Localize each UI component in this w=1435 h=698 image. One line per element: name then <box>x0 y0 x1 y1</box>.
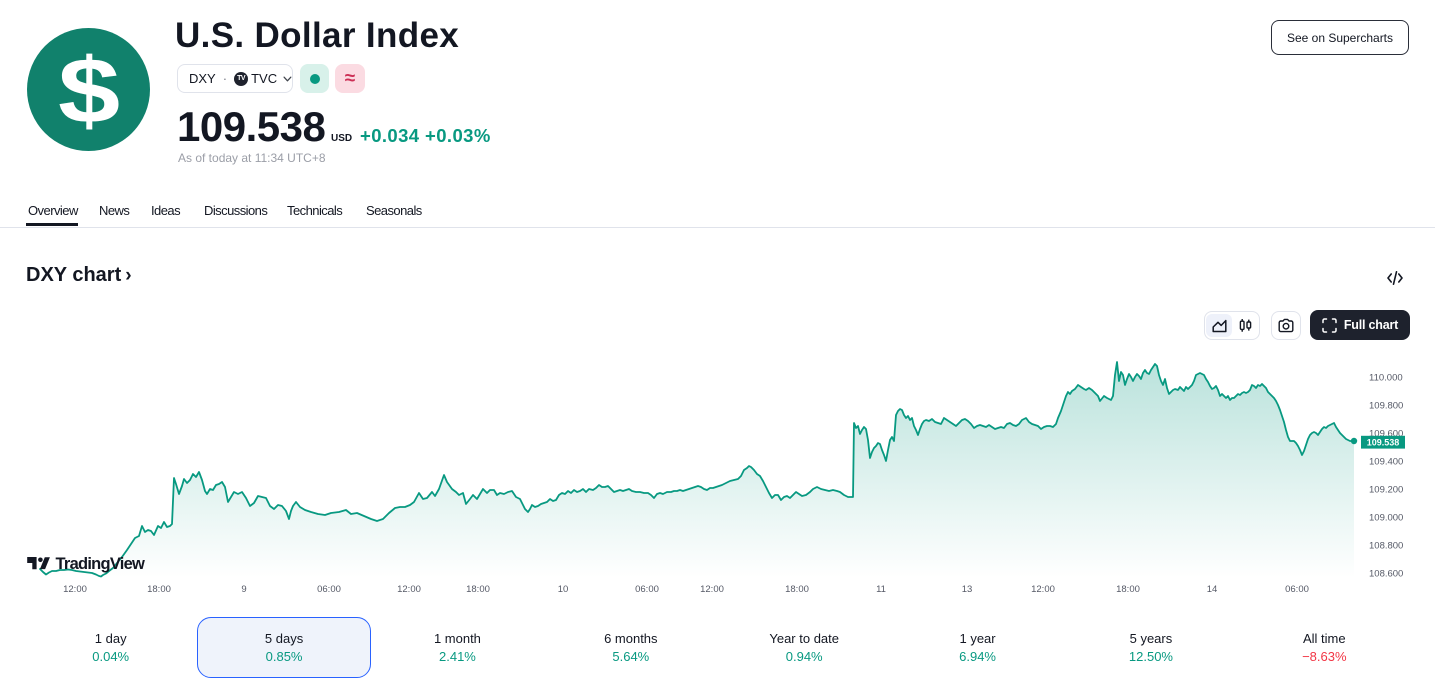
svg-text:12:00: 12:00 <box>63 584 87 595</box>
svg-text:108.800: 108.800 <box>1369 541 1403 552</box>
svg-text:109.000: 109.000 <box>1369 513 1403 524</box>
svg-text:109.400: 109.400 <box>1369 457 1403 468</box>
svg-text:11: 11 <box>876 584 886 595</box>
svg-text:18:00: 18:00 <box>466 584 490 595</box>
svg-text:TradingView: TradingView <box>56 555 146 573</box>
svg-text:109.538: 109.538 <box>1367 437 1400 447</box>
svg-text:13: 13 <box>962 584 973 595</box>
svg-text:12:00: 12:00 <box>1031 584 1055 595</box>
svg-text:18:00: 18:00 <box>785 584 809 595</box>
svg-text:06:00: 06:00 <box>317 584 341 595</box>
svg-text:109.800: 109.800 <box>1369 401 1403 412</box>
svg-text:18:00: 18:00 <box>1116 584 1140 595</box>
svg-text:14: 14 <box>1207 584 1218 595</box>
svg-text:9: 9 <box>241 584 246 595</box>
svg-text:110.000: 110.000 <box>1369 373 1403 384</box>
svg-text:18:00: 18:00 <box>147 584 171 595</box>
svg-text:12:00: 12:00 <box>700 584 724 595</box>
svg-text:109.600: 109.600 <box>1369 429 1403 440</box>
svg-text:06:00: 06:00 <box>635 584 659 595</box>
svg-text:108.600: 108.600 <box>1369 569 1403 580</box>
svg-text:06:00: 06:00 <box>1285 584 1309 595</box>
svg-text:12:00: 12:00 <box>397 584 421 595</box>
svg-text:10: 10 <box>558 584 569 595</box>
svg-text:109.200: 109.200 <box>1369 485 1403 496</box>
